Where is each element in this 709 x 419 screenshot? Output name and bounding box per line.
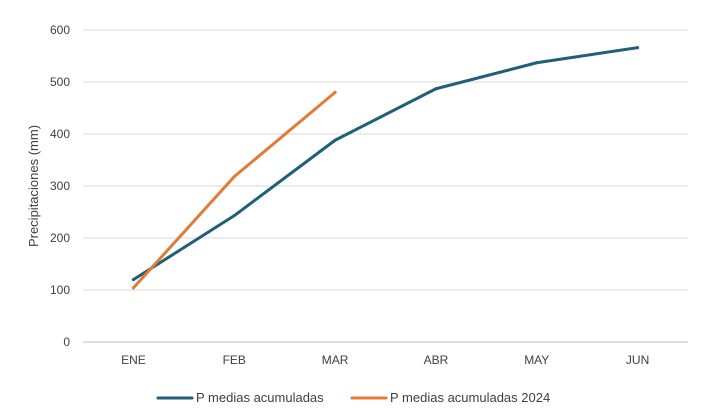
series-line-0 <box>131 46 640 282</box>
legend-label: P medias acumuladas 2024 <box>390 390 550 405</box>
gridlines <box>83 29 688 343</box>
legend-item: P medias acumuladas <box>156 390 324 405</box>
y-tick-label: 200 <box>50 231 70 245</box>
y-axis-title: Precipitaciones (mm) <box>26 125 41 247</box>
data-point <box>636 46 640 50</box>
data-point <box>434 87 438 91</box>
legend-marker <box>367 396 371 400</box>
data-point <box>333 138 337 142</box>
legend-item: P medias acumuladas 2024 <box>350 390 550 405</box>
data-point <box>131 278 135 282</box>
y-tick-label: 400 <box>50 127 70 141</box>
y-tick-label: 500 <box>50 75 70 89</box>
x-axis-ticks: ENE FEB MAR ABR MAY JUN <box>121 353 649 367</box>
data-point <box>232 214 236 218</box>
x-tick-label: MAY <box>524 353 549 367</box>
legend: P medias acumuladas P medias acumuladas 2… <box>156 390 550 405</box>
data-point <box>333 90 337 94</box>
data-point <box>535 61 539 65</box>
y-tick-label: 100 <box>50 283 70 297</box>
series-lines <box>131 46 640 290</box>
y-axis-ticks: 0 100 200 300 400 500 600 <box>50 23 70 349</box>
data-point <box>131 286 135 290</box>
y-tick-label: 600 <box>50 23 70 37</box>
legend-label: P medias acumuladas <box>196 390 324 405</box>
x-tick-label: JUN <box>626 353 649 367</box>
y-tick-label: 0 <box>63 335 70 349</box>
legend-marker <box>173 396 177 400</box>
y-tick-label: 300 <box>50 179 70 193</box>
x-tick-label: MAR <box>322 353 349 367</box>
series-line-1 <box>131 90 337 290</box>
x-tick-label: ABR <box>424 353 449 367</box>
data-point <box>232 175 236 179</box>
x-tick-label: FEB <box>223 353 246 367</box>
x-tick-label: ENE <box>121 353 146 367</box>
